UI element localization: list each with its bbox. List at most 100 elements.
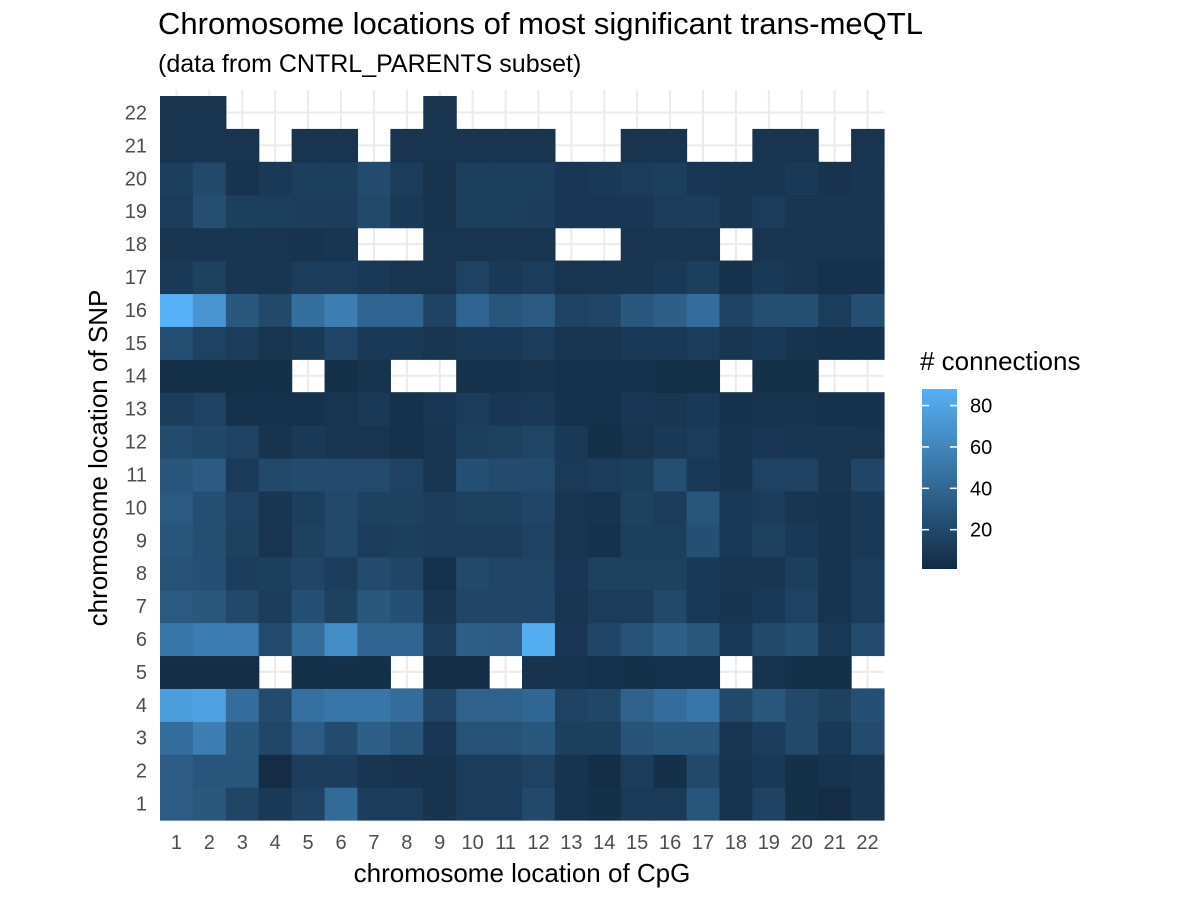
heatmap-cell bbox=[719, 523, 753, 558]
heatmap-cell bbox=[225, 293, 260, 327]
heatmap-cell bbox=[192, 194, 227, 229]
y-tick-label: 19 bbox=[125, 201, 147, 223]
heatmap-cell bbox=[160, 128, 194, 163]
heatmap-cell bbox=[785, 425, 819, 459]
heatmap-cell bbox=[752, 523, 786, 558]
heatmap-cell bbox=[719, 787, 753, 821]
heatmap-cell bbox=[192, 293, 227, 327]
heatmap-cell bbox=[653, 523, 688, 558]
heatmap-cell bbox=[686, 161, 721, 196]
heatmap-cell bbox=[719, 556, 753, 591]
y-tick-label: 2 bbox=[136, 761, 147, 783]
heatmap-cell bbox=[489, 425, 523, 459]
heatmap-cell bbox=[620, 721, 655, 755]
heatmap-cell bbox=[554, 523, 589, 558]
heatmap-cell bbox=[818, 589, 852, 624]
heatmap-cell bbox=[357, 425, 391, 459]
heatmap-cell bbox=[818, 161, 852, 196]
heatmap-cell bbox=[160, 787, 194, 821]
heatmap-cell bbox=[258, 589, 293, 624]
heatmap-cell bbox=[719, 721, 753, 755]
heatmap-cell bbox=[258, 490, 293, 525]
heatmap-cell bbox=[225, 260, 260, 295]
heatmap-cell bbox=[390, 787, 424, 821]
heatmap-cell bbox=[160, 688, 194, 722]
heatmap-cell bbox=[225, 622, 260, 657]
heatmap-cell bbox=[456, 787, 490, 821]
heatmap-cell bbox=[225, 556, 260, 591]
heatmap-cell bbox=[522, 425, 556, 459]
heatmap-cell bbox=[522, 194, 556, 229]
heatmap-cell bbox=[456, 523, 490, 558]
heatmap-cell bbox=[719, 392, 753, 426]
heatmap-cell bbox=[653, 260, 688, 295]
heatmap-cell bbox=[851, 260, 885, 295]
heatmap-cell bbox=[522, 260, 556, 295]
heatmap-cell bbox=[686, 359, 721, 393]
heatmap-cell bbox=[258, 688, 293, 722]
heatmap-cell bbox=[357, 392, 391, 426]
heatmap-cell bbox=[225, 326, 260, 360]
heatmap-cell bbox=[620, 688, 655, 722]
heatmap-cell bbox=[225, 161, 260, 196]
heatmap-cell bbox=[423, 556, 457, 591]
heatmap-cell bbox=[357, 194, 391, 229]
heatmap-cell bbox=[192, 425, 227, 459]
heatmap-cell bbox=[357, 293, 391, 327]
x-tick-label: 21 bbox=[824, 832, 846, 854]
heatmap-cell bbox=[160, 490, 194, 525]
x-tick-label: 12 bbox=[527, 832, 549, 854]
legend-colorbar bbox=[922, 389, 957, 569]
y-tick-label: 17 bbox=[125, 267, 147, 289]
heatmap-cell bbox=[291, 458, 326, 492]
heatmap-cell bbox=[686, 556, 721, 591]
heatmap-cell bbox=[357, 161, 391, 196]
heatmap-cell bbox=[357, 260, 391, 295]
heatmap-cell bbox=[192, 556, 227, 591]
heatmap-cell bbox=[752, 293, 786, 327]
heatmap-cell bbox=[818, 556, 852, 591]
heatmap-cell bbox=[291, 227, 326, 262]
heatmap-cell bbox=[620, 359, 655, 393]
heatmap-cell bbox=[423, 161, 457, 196]
heatmap-cell bbox=[752, 622, 786, 657]
heatmap-cell bbox=[818, 392, 852, 426]
heatmap-cell bbox=[192, 655, 227, 689]
legend-tick-label: 20 bbox=[970, 520, 992, 542]
heatmap-cell bbox=[291, 425, 326, 459]
heatmap-cell bbox=[752, 128, 786, 163]
heatmap-cell bbox=[324, 392, 359, 426]
heatmap-cell bbox=[587, 293, 622, 327]
y-tick-label: 20 bbox=[125, 168, 147, 190]
x-tick-label: 7 bbox=[368, 832, 379, 854]
heatmap-cell bbox=[489, 260, 523, 295]
heatmap-cell bbox=[851, 425, 885, 459]
heatmap-cell bbox=[587, 161, 622, 196]
heatmap-cell bbox=[423, 96, 457, 130]
heatmap-cell bbox=[851, 392, 885, 426]
heatmap-cell bbox=[258, 326, 293, 360]
heatmap-cell bbox=[192, 622, 227, 657]
heatmap-cell bbox=[587, 523, 622, 558]
heatmap-cell bbox=[554, 622, 589, 657]
heatmap-cell bbox=[653, 655, 688, 689]
y-tick-label: 8 bbox=[136, 563, 147, 585]
heatmap-cell bbox=[620, 425, 655, 459]
heatmap-cell bbox=[291, 622, 326, 657]
heatmap-cell bbox=[456, 688, 490, 722]
chart-title: Chromosome locations of most significant… bbox=[158, 6, 923, 41]
heatmap-cell bbox=[719, 622, 753, 657]
x-tick-label: 19 bbox=[758, 832, 780, 854]
heatmap-cell bbox=[423, 194, 457, 229]
heatmap-cell bbox=[554, 655, 589, 689]
heatmap-cell bbox=[752, 688, 786, 722]
heatmap-cell bbox=[324, 787, 359, 821]
heatmap-cell bbox=[258, 622, 293, 657]
heatmap-cell bbox=[818, 787, 852, 821]
heatmap-cell bbox=[489, 161, 523, 196]
chart-subtitle: (data from CNTRL_PARENTS subset) bbox=[158, 50, 582, 78]
heatmap-cell bbox=[225, 227, 260, 262]
heatmap-cell bbox=[390, 721, 424, 755]
heatmap-cell bbox=[785, 556, 819, 591]
y-tick-label: 1 bbox=[136, 794, 147, 816]
